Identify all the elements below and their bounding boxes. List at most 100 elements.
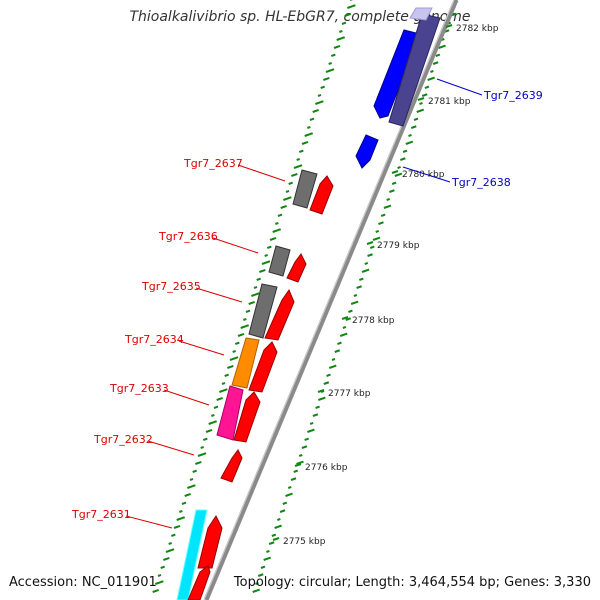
gc-tick: [285, 492, 293, 497]
gene-label[interactable]: Tgr7_2636: [158, 230, 218, 243]
gc-tick: [176, 516, 185, 521]
gc-tick: [157, 574, 162, 577]
gc-tick: [309, 117, 315, 121]
gene-tgr7-2631-arrow[interactable]: [197, 515, 223, 569]
gc-tick: [367, 253, 373, 257]
gene-label-leader: [195, 287, 243, 303]
kbp-tick-mark: [317, 389, 325, 393]
gene-tgr7-2633-arrow[interactable]: [233, 391, 261, 443]
gc-tick: [160, 565, 165, 569]
gc-tick: [408, 134, 412, 137]
gc-tick: [235, 341, 240, 345]
kbp-tick-label: 2779 kbp: [377, 241, 420, 251]
gene-label-leader: [147, 440, 195, 456]
gc-tick: [282, 501, 288, 505]
gc-tick: [221, 382, 226, 385]
gc-tick: [350, 300, 359, 305]
gene-label[interactable]: Tgr7_2631: [71, 508, 131, 521]
gc-tick: [243, 318, 247, 321]
gene-tgr7-2633-magenta[interactable]: [216, 385, 244, 441]
gc-tick: [163, 556, 170, 561]
gene-tgr7-2635-arrow[interactable]: [264, 288, 295, 341]
gene-tgr7-2632-arrow[interactable]: [220, 449, 243, 483]
gc-tick: [232, 350, 236, 353]
gc-tick: [318, 396, 326, 401]
gc-tick: [326, 373, 331, 377]
gc-tick: [383, 204, 392, 209]
gc-tick: [301, 445, 308, 449]
gc-tick: [315, 100, 324, 105]
gene-tgr7-2634-arrow[interactable]: [248, 341, 278, 393]
gc-tick: [184, 492, 191, 497]
gc-tick: [315, 405, 320, 409]
gc-tick: [248, 300, 255, 305]
kbp-tick-label: 2780 kbp: [402, 170, 445, 180]
gene-tgr7-2634-orange[interactable]: [231, 337, 260, 389]
gene-label[interactable]: Tgr7_2637: [183, 157, 243, 170]
gc-tick: [237, 332, 245, 337]
gene-label[interactable]: Tgr7_2632: [93, 433, 153, 446]
gene-tgr7-2636-grey[interactable]: [268, 245, 291, 277]
gene-label[interactable]: Tgr7_2635: [141, 280, 201, 293]
gene-tgr7-2630-arrow[interactable]: [187, 565, 211, 600]
gc-tick: [331, 53, 336, 57]
gc-skew-track-inner: [252, 0, 459, 593]
genome-backbone: [203, 0, 459, 600]
kbp-tick-mark: [341, 316, 349, 320]
gc-tick: [288, 181, 293, 185]
gene-tgr7-2635-grey[interactable]: [248, 283, 278, 339]
gc-tick: [171, 533, 176, 537]
gc-tick: [263, 556, 271, 561]
gene-label[interactable]: Tgr7_2638: [451, 176, 511, 189]
gc-tick: [152, 588, 159, 593]
gc-tick: [339, 30, 343, 33]
gc-tick: [369, 245, 375, 249]
kbp-tick-label: 2776 kbp: [305, 463, 348, 473]
gc-tick: [155, 580, 164, 585]
gc-tick: [260, 565, 266, 569]
gc-tick: [424, 85, 430, 89]
gene-tgr7-2636-arrow[interactable]: [286, 253, 307, 283]
gc-tick: [353, 294, 358, 297]
kbp-tick-label: 2782 kbp: [456, 24, 499, 34]
gene-label[interactable]: Tgr7_2633: [109, 382, 169, 395]
gene-tgr7-2630-cyan[interactable]: [176, 509, 208, 600]
gc-tick: [266, 550, 270, 553]
gc-tick: [427, 76, 435, 81]
kbp-tick-label: 2775 kbp: [283, 537, 326, 547]
gc-tick: [328, 364, 337, 369]
gene-tgr7-2637-grey[interactable]: [292, 169, 318, 209]
kbp-tick-labels: 2775 kbp 2776 kbp 2777 kbp 2778 kbp 2779 kbp…: [272, 24, 499, 547]
gc-tick: [345, 317, 351, 321]
gc-tick: [269, 236, 277, 241]
gc-tick: [195, 460, 202, 465]
gene-label-leader: [163, 389, 210, 406]
gc-tick: [253, 286, 258, 289]
gc-tick: [299, 149, 304, 153]
gc-tick: [336, 36, 345, 41]
kbp-tick-mark: [366, 241, 374, 245]
gc-tick: [197, 452, 207, 457]
gc-tick: [285, 190, 290, 193]
gc-tick: [245, 309, 251, 313]
gc-tick: [257, 573, 264, 577]
gc-skew-track-outer: [152, 0, 356, 593]
gene-label[interactable]: Tgr7_2634: [124, 333, 184, 346]
gene-label-leader: [178, 340, 225, 356]
gene-tgr7-2640-slate[interactable]: [388, 13, 441, 127]
gene-label-layer: Tgr7_2631 Tgr7_2632 Tgr7_2633 Tgr7_2634 Tgr7…: [71, 78, 543, 529]
gc-tick: [301, 140, 309, 145]
gene-label[interactable]: Tgr7_2639: [483, 89, 543, 102]
gc-tick: [280, 204, 287, 209]
gc-tick: [283, 196, 292, 201]
gc-tick: [213, 405, 219, 409]
gc-tick: [339, 332, 348, 337]
gc-tick: [261, 260, 271, 265]
gene-tgr7-2638-arrow[interactable]: [355, 134, 379, 169]
gc-tick: [435, 53, 441, 57]
gene-tgr7-2641-faded[interactable]: [409, 7, 433, 21]
gene-tgr7-2637-arrow[interactable]: [309, 175, 334, 215]
gc-tick: [252, 588, 261, 593]
